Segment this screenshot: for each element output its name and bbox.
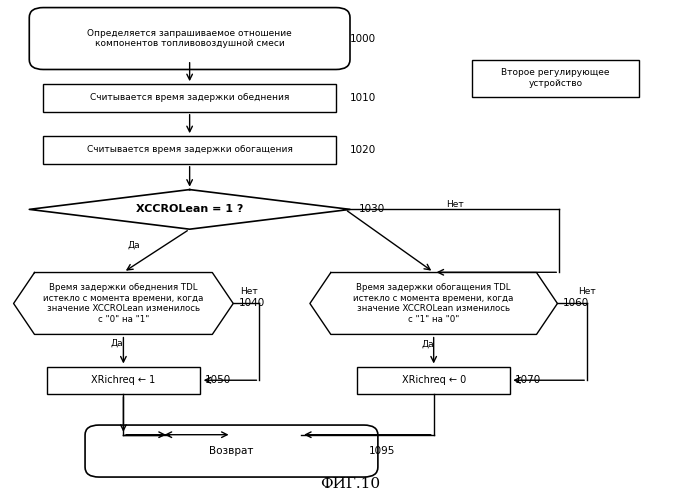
FancyBboxPatch shape <box>43 84 336 112</box>
Text: Да: Да <box>421 340 434 349</box>
Text: 1095: 1095 <box>369 446 396 456</box>
Text: 1000: 1000 <box>350 33 376 43</box>
Text: Нет: Нет <box>578 286 596 296</box>
Text: Возврат: Возврат <box>209 446 253 456</box>
Text: Да: Да <box>111 339 123 348</box>
Text: Второе регулирующее
устройство: Второе регулирующее устройство <box>501 68 610 88</box>
FancyBboxPatch shape <box>47 367 200 394</box>
Text: 1010: 1010 <box>350 93 377 103</box>
Text: Считывается время задержки обеднения: Считывается время задержки обеднения <box>90 94 289 103</box>
FancyBboxPatch shape <box>43 136 336 163</box>
Text: Нет: Нет <box>446 200 463 209</box>
Text: XRichreq ← 0: XRichreq ← 0 <box>402 375 466 385</box>
Text: Считывается время задержки обогащения: Считывается время задержки обогащения <box>87 145 293 154</box>
Text: Определяется запрашиваемое отношение
компонентов топливовоздушной смеси: Определяется запрашиваемое отношение ком… <box>88 29 292 48</box>
Text: 1060: 1060 <box>563 298 589 308</box>
FancyBboxPatch shape <box>357 367 510 394</box>
Text: 1070: 1070 <box>515 375 542 385</box>
Text: Да: Да <box>127 241 140 249</box>
Text: Время задержки обеднения TDL
истекло с момента времени, когда
значение XCCROLean: Время задержки обеднения TDL истекло с м… <box>43 283 204 324</box>
Text: Нет: Нет <box>240 286 258 296</box>
Text: 1050: 1050 <box>205 375 231 385</box>
Text: 1020: 1020 <box>350 145 377 155</box>
Text: Время задержки обогащения TDL
истекло с момента времени, когда
значение XCCROLea: Время задержки обогащения TDL истекло с … <box>354 283 514 324</box>
Text: XRichreq ← 1: XRichreq ← 1 <box>91 375 155 385</box>
Text: XCCROLean = 1 ?: XCCROLean = 1 ? <box>136 204 244 214</box>
FancyBboxPatch shape <box>472 60 639 97</box>
Polygon shape <box>29 190 350 229</box>
FancyBboxPatch shape <box>29 7 350 70</box>
FancyBboxPatch shape <box>85 425 378 477</box>
Text: ФИГ.10: ФИГ.10 <box>320 477 380 491</box>
Polygon shape <box>310 272 557 335</box>
Text: 1040: 1040 <box>239 298 265 308</box>
Text: 1030: 1030 <box>358 204 384 214</box>
Polygon shape <box>13 272 233 335</box>
